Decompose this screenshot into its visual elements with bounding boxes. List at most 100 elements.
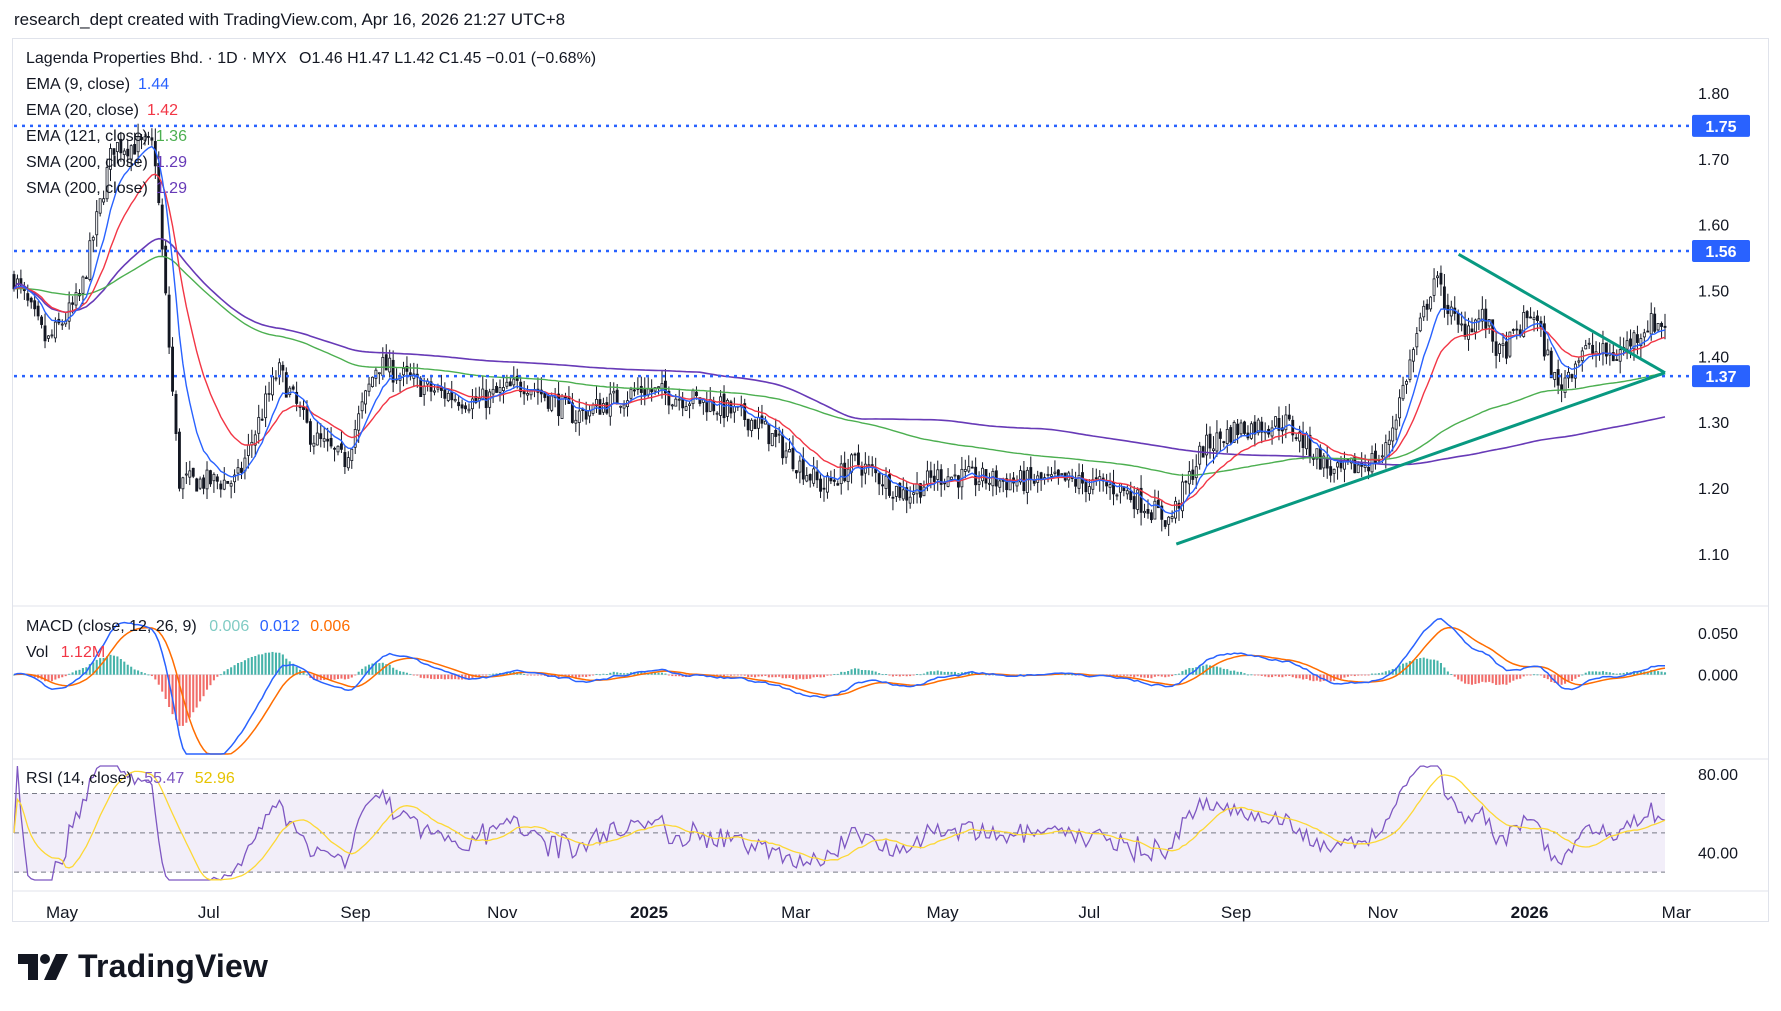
tradingview-logo-text: TradingView bbox=[78, 948, 269, 984]
macd-histogram-bar bbox=[450, 674, 453, 680]
macd-histogram-bar bbox=[857, 668, 860, 675]
macd-histogram-bar bbox=[81, 668, 84, 675]
candle-body bbox=[302, 406, 305, 411]
macd-histogram-bar bbox=[795, 674, 798, 680]
candle-body bbox=[853, 453, 857, 456]
candle-body bbox=[1411, 349, 1415, 362]
candle-body bbox=[391, 359, 395, 383]
candle-body bbox=[508, 381, 512, 387]
candle-body bbox=[1315, 448, 1319, 460]
macd-histogram-bar bbox=[1436, 660, 1439, 675]
candle-body bbox=[1215, 432, 1219, 452]
macd-histogram-bar bbox=[223, 671, 226, 675]
macd-histogram-bar bbox=[895, 674, 898, 676]
legend-row-3[interactable]: SMA (200, close) 1.29 bbox=[26, 150, 596, 176]
time-tick-label: 2026 bbox=[1511, 903, 1549, 922]
time-tick-label: 2025 bbox=[630, 903, 668, 922]
macd-histogram-bar bbox=[257, 654, 260, 675]
macd-histogram-bar bbox=[1264, 674, 1267, 677]
candle-body bbox=[1384, 442, 1388, 458]
rsi-ma-line bbox=[13, 770, 1666, 881]
macd-histogram-bar bbox=[330, 674, 333, 680]
macd-histogram-bar bbox=[281, 654, 284, 675]
candle-body bbox=[695, 391, 698, 397]
macd-histogram-bar bbox=[1574, 674, 1577, 679]
symbol-row[interactable]: Lagenda Properties Bhd. · 1D · MYX O1.46… bbox=[26, 46, 596, 72]
candle-body bbox=[388, 357, 392, 373]
candle-body bbox=[229, 483, 233, 487]
candle-body bbox=[815, 471, 819, 481]
candle-body bbox=[360, 401, 364, 412]
macd-histogram-bar bbox=[1243, 673, 1246, 675]
candle-body bbox=[757, 417, 760, 429]
macd-histogram-bar bbox=[1477, 674, 1480, 684]
macd-histogram-bar bbox=[1498, 674, 1501, 685]
candle-body bbox=[912, 492, 916, 495]
macd-histogram-bar bbox=[147, 674, 150, 676]
candle-body bbox=[1398, 397, 1402, 419]
price-tick-label: 1.40 bbox=[1698, 349, 1729, 366]
legend-label: SMA (200, close) bbox=[26, 180, 148, 197]
macd-histogram-bar bbox=[1129, 674, 1132, 677]
candle-body bbox=[491, 388, 495, 395]
macd-histogram-bar bbox=[202, 674, 205, 697]
candle-body bbox=[522, 390, 526, 395]
ema121-line bbox=[13, 255, 1666, 476]
macd-histogram-bar bbox=[912, 674, 915, 676]
tradingview-logo[interactable]: TradingView bbox=[18, 948, 268, 985]
candle-body bbox=[1136, 489, 1140, 510]
candle-body bbox=[953, 474, 957, 477]
macd-histogram-bar bbox=[529, 674, 533, 676]
candle-body bbox=[1653, 313, 1657, 332]
macd-histogram-bar bbox=[1460, 674, 1463, 682]
macd-histogram-bar bbox=[123, 661, 126, 675]
candle-body bbox=[1105, 482, 1109, 487]
macd-histogram-bar bbox=[1402, 663, 1405, 675]
macd-histogram-bar bbox=[881, 674, 884, 676]
candle-body bbox=[174, 393, 178, 435]
candle-body bbox=[1505, 341, 1508, 359]
macd-histogram-bar bbox=[1370, 673, 1374, 675]
macd-histogram-bar bbox=[1657, 671, 1660, 675]
candle-body bbox=[550, 395, 554, 411]
candle-body bbox=[1005, 478, 1009, 491]
macd-histogram-bar bbox=[1553, 674, 1556, 683]
price-tick-label: 1.20 bbox=[1698, 481, 1729, 498]
candle-body bbox=[1642, 332, 1646, 338]
macd-histogram-bar bbox=[816, 674, 819, 677]
candle-body bbox=[295, 391, 299, 404]
legend-row-2[interactable]: EMA (121, close) 1.36 bbox=[26, 124, 596, 150]
macd-histogram-bar bbox=[1184, 669, 1187, 675]
legend-row-0[interactable]: EMA (9, close) 1.44 bbox=[26, 72, 596, 98]
legend-row-4[interactable]: SMA (200, close) 1.29 bbox=[26, 176, 596, 202]
macd-histogram-bar bbox=[295, 667, 298, 675]
macd-histogram-bar bbox=[1357, 674, 1360, 676]
candle-body bbox=[546, 394, 550, 409]
macd-histogram-bar bbox=[1339, 674, 1343, 679]
time-tick-label: May bbox=[46, 903, 79, 922]
macd-histogram-bar bbox=[581, 674, 584, 677]
candle-body bbox=[505, 381, 509, 387]
candle-body bbox=[315, 432, 319, 446]
macd-histogram-bar bbox=[819, 674, 822, 678]
macd-histogram-bar bbox=[729, 674, 732, 676]
macd-histogram-bar bbox=[1612, 673, 1615, 675]
candle-body bbox=[1508, 331, 1512, 357]
candle-body bbox=[1077, 474, 1081, 489]
candle-body bbox=[950, 476, 953, 480]
macd-histogram-bar bbox=[533, 674, 536, 676]
candle-body bbox=[1284, 414, 1288, 431]
candle-body bbox=[698, 397, 702, 404]
legend-row-1[interactable]: EMA (20, close) 1.42 bbox=[26, 98, 596, 124]
macd-histogram-bar bbox=[319, 674, 322, 681]
price-tick-label: 1.50 bbox=[1698, 283, 1729, 300]
macd-histogram-bar bbox=[426, 674, 429, 679]
candle-body bbox=[894, 485, 898, 497]
macd-histogram-bar bbox=[598, 674, 601, 676]
candle-body bbox=[1287, 414, 1291, 420]
macd-histogram-bar bbox=[1532, 674, 1536, 676]
candle-body bbox=[267, 392, 271, 395]
legend-value: 1.44 bbox=[138, 76, 170, 93]
macd-histogram-bar bbox=[485, 674, 488, 676]
